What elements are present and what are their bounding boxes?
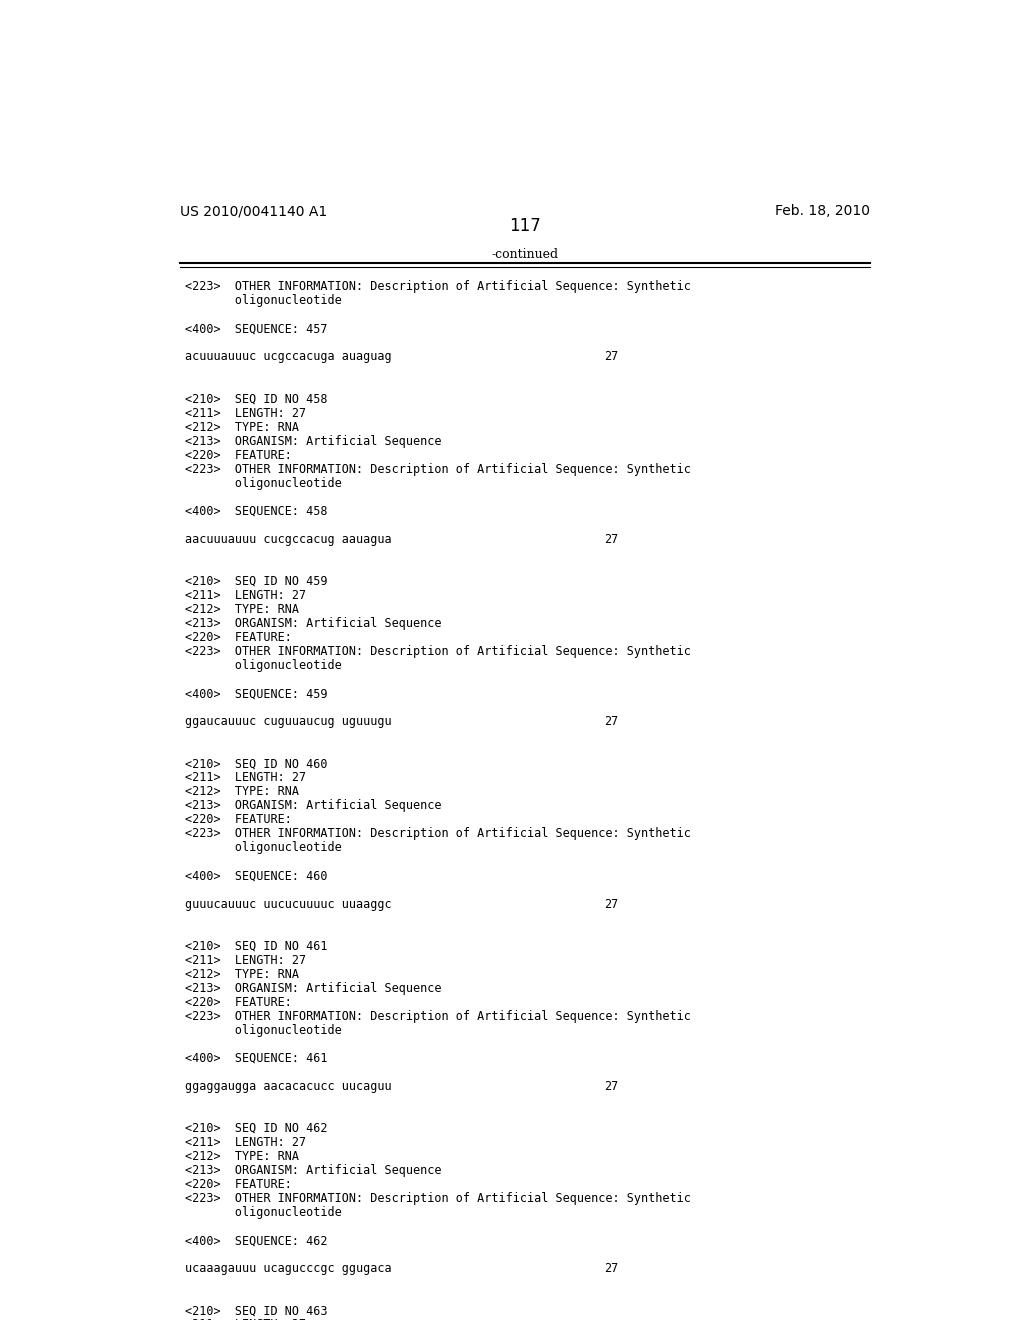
Text: oligonucleotide: oligonucleotide bbox=[185, 294, 342, 308]
Text: <210>  SEQ ID NO 459: <210> SEQ ID NO 459 bbox=[185, 576, 328, 587]
Text: <210>  SEQ ID NO 458: <210> SEQ ID NO 458 bbox=[185, 392, 328, 405]
Text: <210>  SEQ ID NO 463: <210> SEQ ID NO 463 bbox=[185, 1304, 328, 1317]
Text: <223>  OTHER INFORMATION: Description of Artificial Sequence: Synthetic: <223> OTHER INFORMATION: Description of … bbox=[185, 463, 691, 475]
Text: 27: 27 bbox=[604, 898, 618, 911]
Text: <220>  FEATURE:: <220> FEATURE: bbox=[185, 813, 292, 826]
Text: US 2010/0041140 A1: US 2010/0041140 A1 bbox=[179, 205, 327, 218]
Text: 117: 117 bbox=[509, 218, 541, 235]
Text: <211>  LENGTH: 27: <211> LENGTH: 27 bbox=[185, 589, 306, 602]
Text: -continued: -continued bbox=[492, 248, 558, 261]
Text: oligonucleotide: oligonucleotide bbox=[185, 477, 342, 490]
Text: <213>  ORGANISM: Artificial Sequence: <213> ORGANISM: Artificial Sequence bbox=[185, 800, 441, 812]
Text: <223>  OTHER INFORMATION: Description of Artificial Sequence: Synthetic: <223> OTHER INFORMATION: Description of … bbox=[185, 645, 691, 659]
Text: oligonucleotide: oligonucleotide bbox=[185, 659, 342, 672]
Text: Feb. 18, 2010: Feb. 18, 2010 bbox=[775, 205, 870, 218]
Text: <400>  SEQUENCE: 461: <400> SEQUENCE: 461 bbox=[185, 1052, 328, 1065]
Text: acuuuauuuc ucgccacuga auaguag: acuuuauuuc ucgccacuga auaguag bbox=[185, 351, 392, 363]
Text: ggaucauuuc cuguuaucug uguuugu: ggaucauuuc cuguuaucug uguuugu bbox=[185, 715, 392, 729]
Text: <210>  SEQ ID NO 461: <210> SEQ ID NO 461 bbox=[185, 940, 328, 953]
Text: <210>  SEQ ID NO 462: <210> SEQ ID NO 462 bbox=[185, 1122, 328, 1135]
Text: oligonucleotide: oligonucleotide bbox=[185, 1024, 342, 1036]
Text: oligonucleotide: oligonucleotide bbox=[185, 1206, 342, 1220]
Text: <400>  SEQUENCE: 457: <400> SEQUENCE: 457 bbox=[185, 322, 328, 335]
Text: <211>  LENGTH: 27: <211> LENGTH: 27 bbox=[185, 1137, 306, 1148]
Text: <220>  FEATURE:: <220> FEATURE: bbox=[185, 995, 292, 1008]
Text: <213>  ORGANISM: Artificial Sequence: <213> ORGANISM: Artificial Sequence bbox=[185, 982, 441, 995]
Text: <211>  LENGTH: 27: <211> LENGTH: 27 bbox=[185, 953, 306, 966]
Text: <211>  LENGTH: 27: <211> LENGTH: 27 bbox=[185, 771, 306, 784]
Text: 27: 27 bbox=[604, 351, 618, 363]
Text: <213>  ORGANISM: Artificial Sequence: <213> ORGANISM: Artificial Sequence bbox=[185, 1164, 441, 1177]
Text: <213>  ORGANISM: Artificial Sequence: <213> ORGANISM: Artificial Sequence bbox=[185, 616, 441, 630]
Text: <400>  SEQUENCE: 460: <400> SEQUENCE: 460 bbox=[185, 870, 328, 883]
Text: ggaggaugga aacacacucc uucaguu: ggaggaugga aacacacucc uucaguu bbox=[185, 1080, 392, 1093]
Text: <223>  OTHER INFORMATION: Description of Artificial Sequence: Synthetic: <223> OTHER INFORMATION: Description of … bbox=[185, 1192, 691, 1205]
Text: <400>  SEQUENCE: 458: <400> SEQUENCE: 458 bbox=[185, 504, 328, 517]
Text: ucaaagauuu ucagucccgc ggugaca: ucaaagauuu ucagucccgc ggugaca bbox=[185, 1262, 392, 1275]
Text: <213>  ORGANISM: Artificial Sequence: <213> ORGANISM: Artificial Sequence bbox=[185, 434, 441, 447]
Text: <211>  LENGTH: 27: <211> LENGTH: 27 bbox=[185, 1319, 306, 1320]
Text: 27: 27 bbox=[604, 715, 618, 729]
Text: <400>  SEQUENCE: 462: <400> SEQUENCE: 462 bbox=[185, 1234, 328, 1247]
Text: <211>  LENGTH: 27: <211> LENGTH: 27 bbox=[185, 407, 306, 420]
Text: aacuuuauuu cucgccacug aauagua: aacuuuauuu cucgccacug aauagua bbox=[185, 533, 392, 546]
Text: <223>  OTHER INFORMATION: Description of Artificial Sequence: Synthetic: <223> OTHER INFORMATION: Description of … bbox=[185, 280, 691, 293]
Text: <212>  TYPE: RNA: <212> TYPE: RNA bbox=[185, 1150, 299, 1163]
Text: <223>  OTHER INFORMATION: Description of Artificial Sequence: Synthetic: <223> OTHER INFORMATION: Description of … bbox=[185, 828, 691, 841]
Text: <212>  TYPE: RNA: <212> TYPE: RNA bbox=[185, 603, 299, 616]
Text: 27: 27 bbox=[604, 533, 618, 546]
Text: <212>  TYPE: RNA: <212> TYPE: RNA bbox=[185, 968, 299, 981]
Text: <212>  TYPE: RNA: <212> TYPE: RNA bbox=[185, 421, 299, 434]
Text: <210>  SEQ ID NO 460: <210> SEQ ID NO 460 bbox=[185, 758, 328, 771]
Text: <220>  FEATURE:: <220> FEATURE: bbox=[185, 1177, 292, 1191]
Text: <212>  TYPE: RNA: <212> TYPE: RNA bbox=[185, 785, 299, 799]
Text: oligonucleotide: oligonucleotide bbox=[185, 841, 342, 854]
Text: <400>  SEQUENCE: 459: <400> SEQUENCE: 459 bbox=[185, 688, 328, 700]
Text: 27: 27 bbox=[604, 1262, 618, 1275]
Text: 27: 27 bbox=[604, 1080, 618, 1093]
Text: guuucauuuc uucucuuuuc uuaaggc: guuucauuuc uucucuuuuc uuaaggc bbox=[185, 898, 392, 911]
Text: <223>  OTHER INFORMATION: Description of Artificial Sequence: Synthetic: <223> OTHER INFORMATION: Description of … bbox=[185, 1010, 691, 1023]
Text: <220>  FEATURE:: <220> FEATURE: bbox=[185, 631, 292, 644]
Text: <220>  FEATURE:: <220> FEATURE: bbox=[185, 449, 292, 462]
